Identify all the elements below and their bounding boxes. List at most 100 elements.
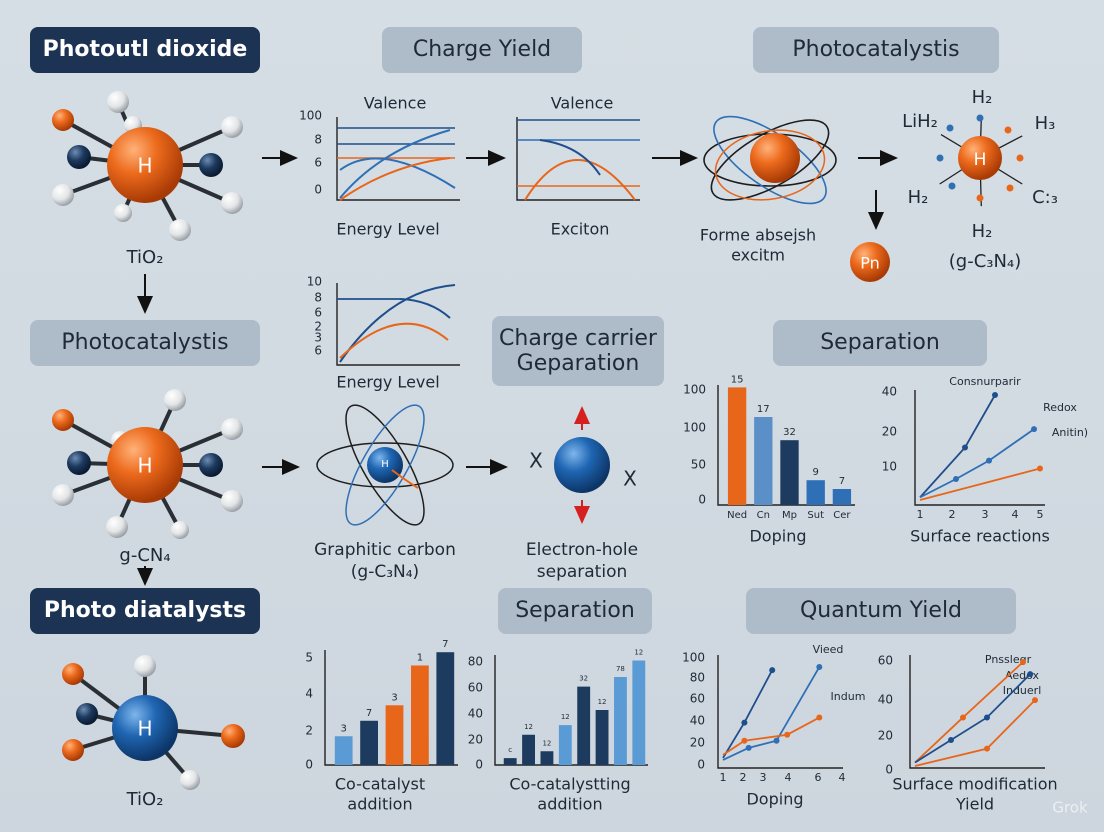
bar	[614, 677, 627, 765]
bar	[632, 660, 646, 765]
y-tick-label: 100	[682, 651, 705, 665]
x-axis-label: Energy Level	[336, 373, 439, 392]
x-tick-label: 1	[720, 771, 727, 784]
axes	[914, 390, 1045, 506]
x-tick-label: 4	[785, 771, 792, 784]
atom	[114, 204, 132, 222]
point	[986, 457, 992, 464]
header-box	[753, 27, 999, 73]
point	[992, 392, 998, 398]
point	[784, 731, 791, 738]
y-tick-label: 20	[882, 425, 897, 439]
point	[953, 476, 959, 482]
atom	[107, 91, 129, 113]
axes	[336, 283, 460, 366]
y-tick-label: 100	[683, 383, 706, 397]
orbit	[316, 442, 454, 488]
point	[741, 719, 748, 726]
atom	[62, 663, 84, 685]
x-tick-label: 2	[949, 508, 956, 521]
orbit	[345, 404, 425, 526]
line	[722, 666, 821, 761]
small-atom	[1006, 184, 1014, 192]
small-atom	[1004, 126, 1012, 134]
line	[919, 467, 1041, 501]
carbon-atom	[367, 447, 403, 483]
line	[914, 673, 1031, 764]
x-tick-label: 4	[839, 771, 846, 784]
central-atom	[107, 427, 183, 503]
y-tick-label: 40	[690, 714, 705, 728]
x-axis-label: Co-catalyst	[335, 775, 425, 794]
bar-annotation: 7	[442, 639, 448, 650]
header-title: Photocatalystis	[792, 37, 959, 62]
y-tick-label: 8	[314, 291, 322, 305]
x-axis-label: Surface modification	[892, 775, 1057, 794]
bar	[595, 710, 609, 765]
y-tick-label: 80	[468, 655, 483, 669]
y-tick-label: 10	[307, 275, 322, 289]
atom-symbol: H	[381, 459, 389, 470]
annotation: Anitin)	[1052, 426, 1088, 439]
small-atom	[1016, 154, 1024, 162]
atom	[67, 451, 91, 475]
atom	[52, 184, 74, 206]
curve	[339, 157, 451, 201]
header-title: Photoutl dioxide	[43, 37, 248, 62]
annotation: Consnurparir	[949, 375, 1021, 388]
axes	[717, 655, 843, 769]
x-tick-label: 5	[1037, 508, 1044, 521]
bar	[727, 387, 747, 505]
product-caption: (g-C₃N₄)	[949, 251, 1021, 272]
y-tick-label: 20	[878, 729, 893, 743]
point	[816, 714, 823, 721]
header-box	[30, 27, 260, 73]
bar-annotation: 1	[417, 652, 423, 663]
bar-annotation: 78	[616, 665, 625, 673]
x-tick-label: Sut	[807, 510, 824, 521]
bar-annotation: 12	[542, 739, 551, 747]
atom	[134, 655, 156, 677]
product-label: LiH₂	[902, 111, 938, 132]
curve	[339, 322, 449, 359]
atom	[199, 153, 223, 177]
bar-annotation: 9	[813, 467, 819, 478]
central-atom	[107, 127, 183, 203]
bar-annotation: 3	[391, 692, 397, 703]
separation-mark: X	[623, 467, 637, 491]
bar-annotation: 7	[839, 476, 845, 487]
header-title: Separation	[820, 330, 940, 355]
atom	[221, 490, 243, 512]
axes	[516, 117, 640, 201]
electron-path	[391, 469, 419, 489]
atom	[62, 739, 84, 761]
watermark: Grok	[1052, 799, 1088, 817]
bar-annotation: 7	[366, 708, 372, 719]
x-tick-label: Mp	[782, 510, 797, 521]
y-tick-label: 100	[683, 421, 706, 435]
x-axis-label: Co-catalystting	[509, 775, 630, 794]
bar	[334, 736, 353, 765]
y-tick-label: 60	[878, 654, 893, 668]
y-tick-label: 20	[690, 736, 705, 750]
bar	[780, 440, 799, 505]
curve	[539, 139, 601, 176]
x-axis-label: Doping	[749, 527, 806, 546]
atom	[221, 192, 243, 214]
annotation: Aedox	[1005, 669, 1039, 682]
x-axis-label: Exciton	[551, 220, 610, 239]
x-axis-label: addition	[347, 795, 412, 814]
atom	[52, 484, 74, 506]
annotation: Vieed	[813, 643, 844, 656]
axes	[909, 655, 1045, 769]
point	[741, 737, 748, 744]
header-box	[30, 588, 260, 634]
bar	[832, 489, 852, 505]
y-tick-label: 10	[882, 460, 897, 474]
exciton-sphere	[750, 133, 800, 183]
point	[960, 714, 966, 721]
header-box	[30, 320, 260, 366]
line	[919, 428, 1035, 499]
